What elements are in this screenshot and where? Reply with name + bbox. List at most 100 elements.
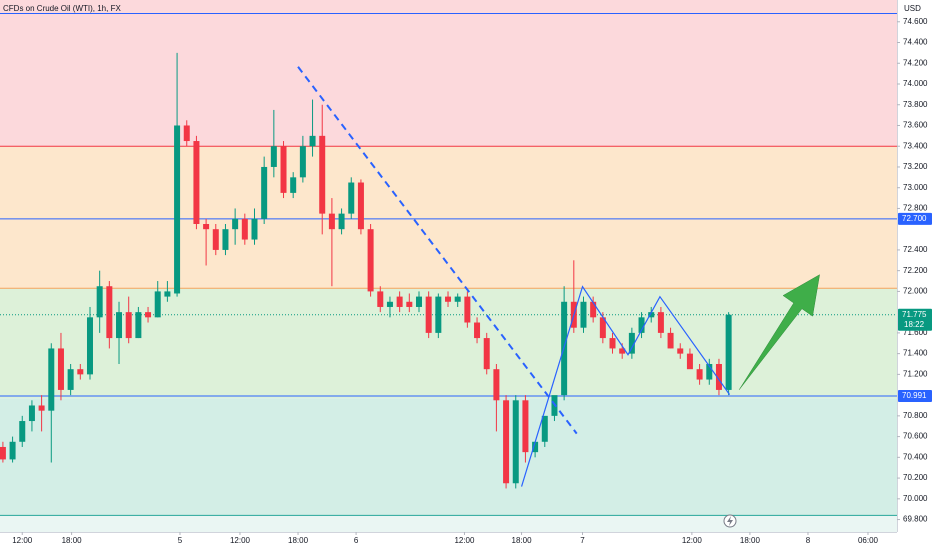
- candle-body: [667, 332, 674, 349]
- candle-body: [512, 400, 519, 484]
- candle-body: [725, 314, 732, 390]
- candle-body: [522, 400, 529, 453]
- candle-body: [628, 332, 635, 354]
- zone: [0, 398, 897, 516]
- chart-title: CFDs on Crude Oil (WTI), 1h, FX: [3, 4, 121, 13]
- pattern-line: [520, 285, 731, 487]
- y-axis-label: USD: [904, 4, 921, 13]
- candle-body: [116, 312, 123, 339]
- candle-body: [299, 146, 306, 178]
- price-label: 70.991: [902, 391, 927, 400]
- x-tick-label: 18:00: [512, 536, 533, 545]
- candle-body: [715, 364, 722, 390]
- x-tick-label: 6: [354, 536, 359, 545]
- candle-body: [590, 301, 597, 318]
- candle-body: [203, 224, 210, 230]
- x-tick-label: 18:00: [288, 536, 309, 545]
- y-tick-label: 74.000: [903, 79, 928, 88]
- y-tick-label: 72.800: [903, 204, 928, 213]
- candle-body: [454, 296, 461, 302]
- x-tick-label: 18:00: [62, 536, 83, 545]
- candle-body: [445, 296, 452, 302]
- candle-body: [86, 317, 93, 375]
- candle-body: [532, 441, 539, 453]
- x-tick-label: 06:00: [858, 536, 879, 545]
- price-sublabel: 18:22: [904, 320, 925, 329]
- x-tick-label: 12:00: [682, 536, 703, 545]
- candle-body: [309, 135, 316, 147]
- y-tick-label: 73.800: [903, 100, 928, 109]
- y-tick-label: 71.200: [903, 369, 928, 378]
- y-tick-label: 70.000: [903, 494, 928, 503]
- candle-body: [328, 213, 335, 230]
- x-tick-label: 7: [580, 536, 585, 545]
- y-tick-label: 73.400: [903, 141, 928, 150]
- candle-body: [222, 229, 229, 250]
- candle-body: [106, 286, 113, 339]
- candle-body: [241, 218, 248, 240]
- candle-body: [386, 301, 393, 307]
- x-tick-label: 5: [178, 536, 183, 545]
- candle-body: [493, 369, 500, 401]
- y-tick-label: 74.600: [903, 17, 928, 26]
- y-tick-label: 70.600: [903, 432, 928, 441]
- candle-body: [619, 348, 626, 354]
- candle-body: [261, 166, 268, 219]
- x-tick-label: 8: [806, 536, 811, 545]
- candle-body: [212, 229, 219, 250]
- candle-body: [183, 125, 190, 142]
- candle-body: [474, 322, 481, 339]
- y-tick-label: 69.800: [903, 515, 928, 524]
- candle-body: [609, 338, 616, 349]
- candle-body: [145, 312, 152, 318]
- y-tick-label: 72.400: [903, 245, 928, 254]
- price-label: 72.700: [902, 214, 927, 223]
- y-tick-label: 70.200: [903, 473, 928, 482]
- candle-body: [580, 301, 587, 328]
- candle-body: [648, 312, 655, 318]
- y-tick-label: 72.000: [903, 287, 928, 296]
- candle-body: [406, 301, 413, 307]
- y-tick-label: 70.800: [903, 411, 928, 420]
- candle-body: [251, 218, 258, 240]
- candle-body: [357, 182, 364, 230]
- y-tick-label: 70.400: [903, 452, 928, 461]
- candle-body: [464, 296, 471, 323]
- candle-body: [67, 369, 74, 390]
- price-label-box: [898, 390, 932, 403]
- candle-body: [48, 348, 55, 411]
- candle-body: [270, 146, 277, 167]
- candle-body: [415, 296, 422, 307]
- candle-body: [706, 364, 713, 380]
- price-label-box: [898, 212, 932, 225]
- candle-body: [280, 146, 287, 193]
- candle-body: [483, 338, 490, 370]
- candle-body: [57, 348, 64, 390]
- candle-body: [154, 291, 161, 318]
- y-tick-label: 73.200: [903, 162, 928, 171]
- trendline: [297, 66, 578, 435]
- candle-body: [28, 405, 35, 422]
- candle-body: [77, 369, 84, 375]
- y-tick-label: 73.000: [903, 183, 928, 192]
- candle-body: [135, 312, 142, 339]
- candle-body: [125, 312, 132, 339]
- candle-body: [38, 405, 45, 411]
- candle-body: [425, 296, 432, 333]
- candle-body: [0, 446, 6, 460]
- arrow: [739, 274, 820, 390]
- price-label-box: [898, 308, 932, 331]
- x-tick-label: 12:00: [12, 536, 33, 545]
- candle-body: [657, 312, 664, 333]
- candle-body: [19, 421, 26, 442]
- x-tick-label: 12:00: [230, 536, 251, 545]
- candle-body: [193, 141, 200, 224]
- y-tick-label: 74.400: [903, 38, 928, 47]
- icon: [723, 514, 737, 528]
- candle-body: [686, 353, 693, 370]
- y-tick-label: 72.200: [903, 266, 928, 275]
- candle-body: [638, 317, 645, 333]
- candle-body: [541, 415, 548, 442]
- candle-body: [9, 441, 16, 460]
